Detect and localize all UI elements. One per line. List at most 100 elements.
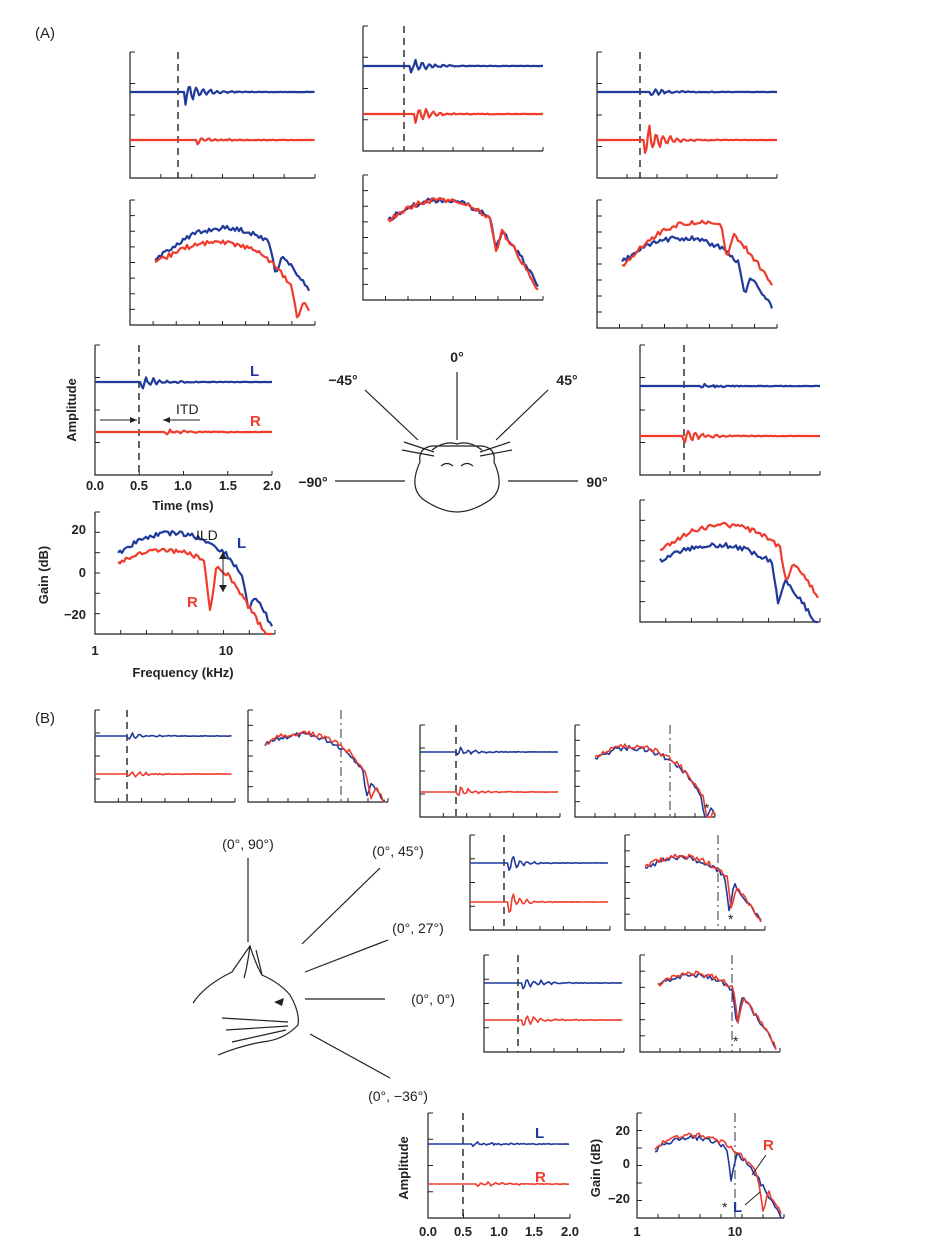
ray-elev-45 — [301, 867, 381, 945]
a-ir-minus45-left-trace — [130, 86, 315, 106]
panel-label-a: (A) — [35, 25, 55, 42]
a-ir-0-right-trace — [363, 107, 544, 124]
b-ir-45a-left-trace — [420, 746, 559, 756]
b-left-pointer — [744, 1191, 761, 1206]
b-ir-minus36-axes — [427, 1113, 570, 1219]
b-hrtf-45a-right-trace — [594, 743, 716, 818]
ild-arrowhead-top — [219, 552, 227, 559]
cat-nose-outline — [431, 442, 483, 451]
elevation-0: (0°, 0°) — [411, 991, 455, 1007]
panel-label-b: (B) — [35, 710, 55, 727]
a-gain-label: Gain (dB) — [36, 546, 51, 605]
a-hrtf-45-left-trace — [621, 235, 774, 309]
a-hrtf-90-left-trace — [659, 542, 818, 624]
a-ir-90-left-trace — [640, 382, 821, 389]
b-ir-90-left-trace — [95, 732, 232, 740]
a-hrtf-0-axes — [362, 175, 543, 301]
a-ir-90-right-trace — [640, 429, 820, 444]
b-left-label: L — [535, 1125, 544, 1142]
cat-eyes — [440, 462, 474, 467]
a-left-label: L — [250, 363, 259, 380]
a-hrtf-minus90-right-trace — [117, 547, 272, 636]
b-ir-45a-axes — [419, 725, 560, 818]
b-gain-tick-m20: −20 — [608, 1191, 630, 1206]
b-ir-0-axes — [483, 955, 624, 1053]
elevation-45: (0°, 45°) — [372, 843, 424, 859]
b-gain-label: Gain (dB) — [588, 1139, 603, 1198]
a-ir-minus45-right-trace — [130, 137, 315, 146]
cat-head-top — [414, 445, 500, 513]
a-gain-tick-20: 20 — [72, 522, 86, 537]
azimuth-45: 45° — [556, 372, 577, 388]
cat-whiskers — [401, 441, 513, 457]
cat-ear — [243, 945, 263, 979]
notch-marker-45: * — [704, 800, 710, 816]
a-ir-45-left-trace — [597, 88, 777, 96]
a-ir-minus90-left-trace — [95, 376, 272, 390]
a-ir-minus45-axes — [129, 52, 315, 179]
a-hrtf-minus90-left-trace — [117, 530, 273, 627]
elevation-90: (0°, 90°) — [222, 836, 274, 852]
a-ir-45-axes — [596, 52, 777, 179]
b-ir-90-axes — [94, 710, 235, 803]
a-ir-90-axes — [639, 345, 820, 476]
b-freq-right-label: R — [763, 1137, 774, 1154]
a-time-tick-1: 0.5 — [130, 478, 148, 493]
b-time-tick-2: 1.0 — [490, 1224, 508, 1239]
a-ir-0-left-trace — [363, 58, 543, 74]
a-freq-tick-10: 10 — [219, 643, 233, 658]
b-ir-0-right-trace — [484, 1015, 623, 1026]
b-hrtf-90-right-trace — [264, 730, 386, 803]
notch-marker-m36: * — [722, 1199, 728, 1215]
b-hrtf-0-right-trace — [657, 970, 777, 1051]
a-hrtf-45-right-trace — [621, 219, 773, 286]
a-freq-left-label: L — [237, 535, 246, 552]
a-hrtf-0-right-trace — [387, 197, 539, 291]
a-hrtf-minus45-right-trace — [154, 239, 310, 319]
a-ir-0-axes — [362, 26, 543, 152]
a-time-tick-0: 0.0 — [86, 478, 104, 493]
a-hrtf-90-axes — [639, 500, 820, 623]
a-freq-right-label: R — [187, 594, 198, 611]
a-ild-label: ILD — [196, 527, 218, 543]
b-hrtf-90-left-trace — [264, 732, 385, 802]
b-ir-27-left-trace — [470, 855, 608, 871]
b-time-tick-4: 2.0 — [561, 1224, 579, 1239]
b-ir-minus36-right-trace — [428, 1181, 569, 1187]
b-freq-tick-1: 1 — [633, 1224, 640, 1239]
b-right-pointer — [751, 1154, 767, 1176]
notch-marker-0: * — [733, 1033, 739, 1049]
b-gain-tick-0: 0 — [623, 1156, 630, 1171]
b-hrtf-27-axes — [624, 835, 765, 931]
b-ir-90-right-trace — [95, 771, 232, 778]
azimuth-0: 0° — [450, 349, 463, 365]
a-itd-label: ITD — [176, 401, 199, 417]
a-freq-tick-1: 1 — [91, 643, 98, 658]
b-right-label: R — [535, 1169, 546, 1186]
elevation-27: (0°, 27°) — [392, 920, 444, 936]
b-time-tick-3: 1.5 — [525, 1224, 543, 1239]
azimuth-minus-90: −90° — [298, 474, 327, 490]
a-hrtf-minus45-left-trace — [154, 224, 310, 292]
a-amplitude-label: Amplitude — [64, 378, 79, 442]
a-gain-tick-m20: −20 — [64, 607, 86, 622]
a-ir-minus90-right-trace — [95, 428, 273, 436]
b-freq-tick-10: 10 — [728, 1224, 742, 1239]
a-hrtf-90-right-trace — [659, 521, 819, 599]
notch-marker-27: * — [728, 911, 734, 927]
b-time-tick-1: 0.5 — [454, 1224, 472, 1239]
b-ir-27-axes — [469, 835, 610, 931]
b-ir-45a-right-trace — [420, 786, 558, 796]
a-right-label: R — [250, 413, 261, 430]
ray-elev-minus36 — [309, 1033, 391, 1079]
a-ir-45-right-trace — [597, 124, 777, 154]
b-hrtf-45a-axes — [574, 725, 715, 818]
a-gain-tick-0: 0 — [79, 565, 86, 580]
elevation-minus-36: (0°, −36°) — [368, 1088, 428, 1104]
b-hrtf-0-left-trace — [657, 973, 777, 1050]
b-ir-27-right-trace — [470, 893, 608, 913]
a-time-tick-2: 1.0 — [174, 478, 192, 493]
a-time-axis-label: Time (ms) — [152, 498, 213, 513]
ild-arrowhead-bottom — [219, 585, 227, 592]
